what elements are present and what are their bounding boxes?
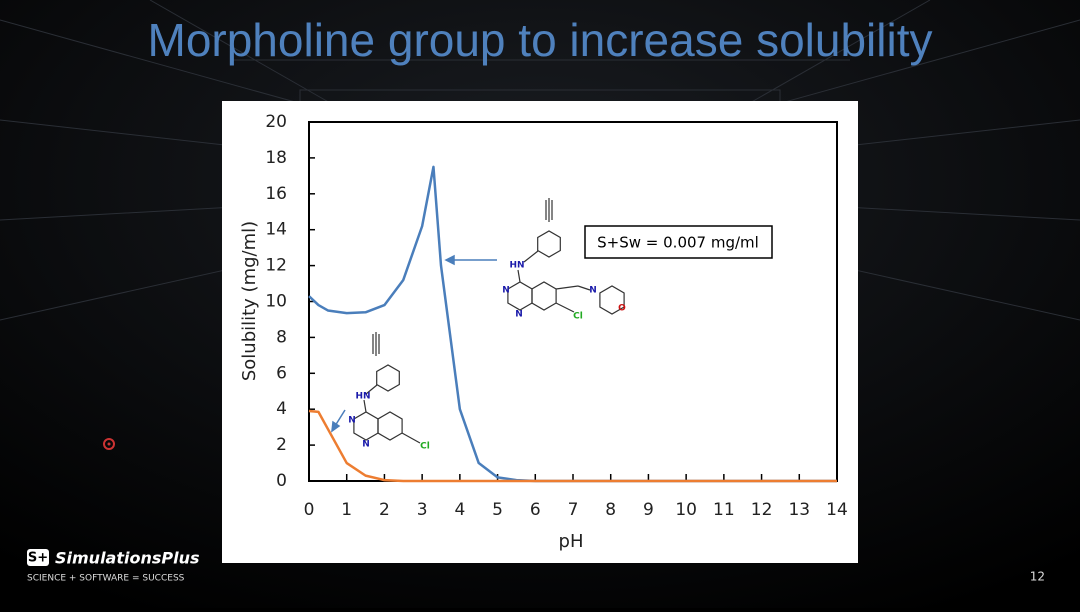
bond <box>523 250 539 263</box>
ring <box>376 364 400 392</box>
x-tick-label: 9 <box>643 500 654 520</box>
x-tick-label: 11 <box>713 500 735 520</box>
atom-label: N <box>362 440 370 450</box>
atom-label: N <box>515 310 523 320</box>
atom-label: N <box>502 286 510 296</box>
x-tick-label: 3 <box>417 500 428 520</box>
ring <box>377 411 403 441</box>
y-tick-label: 6 <box>276 363 287 383</box>
ring <box>537 230 561 258</box>
page-number: 12 <box>1030 570 1045 584</box>
y-tick-label: 0 <box>276 471 287 491</box>
annotation: S+Sw = 0.007 mg/ml <box>597 234 759 252</box>
bond <box>555 302 575 313</box>
y-tick-label: 20 <box>265 112 287 132</box>
pointer-dot <box>107 442 111 446</box>
y-tick-label: 8 <box>276 327 287 347</box>
ring <box>599 285 625 315</box>
x-tick-label: 7 <box>568 500 579 520</box>
atom-label: HN <box>509 261 524 271</box>
logo: SimulationsPlus <box>55 549 200 568</box>
bond <box>363 399 367 413</box>
series-line <box>308 409 837 483</box>
bond <box>555 285 579 290</box>
atom-label: Cl <box>420 442 430 452</box>
x-tick-label: 4 <box>454 500 465 520</box>
atom-label: HN <box>355 392 370 402</box>
tagline: SCIENCE + SOFTWARE = SUCCESS <box>27 574 185 584</box>
chart-panel <box>222 101 858 563</box>
atom-label: N <box>348 416 356 426</box>
x-tick-label: 12 <box>751 500 773 520</box>
y-tick-label: 10 <box>265 292 287 312</box>
x-tick-label: 2 <box>379 500 390 520</box>
y-tick-label: 18 <box>265 148 287 168</box>
y-tick-label: 16 <box>265 184 287 204</box>
atom-label: N <box>589 286 597 296</box>
x-axis-label: pH <box>559 531 584 552</box>
logo-mark <box>27 549 49 566</box>
y-tick-label: 14 <box>265 220 287 240</box>
y-tick-label: 4 <box>276 399 287 419</box>
slide-title: Morpholine group to increase solubility <box>148 14 933 66</box>
bond <box>401 432 421 444</box>
x-tick-label: 13 <box>788 500 810 520</box>
bond <box>365 384 378 395</box>
arrows <box>331 254 497 433</box>
x-tick-label: 6 <box>530 500 541 520</box>
atom-label: O <box>618 304 626 314</box>
pointer <box>103 438 115 450</box>
x-tick-label: 14 <box>826 500 848 520</box>
annotation-box <box>584 225 773 259</box>
x-tick-label: 8 <box>605 500 616 520</box>
x-tick-label: 1 <box>341 500 352 520</box>
logo-mark-text: S+ <box>28 551 48 566</box>
atom-label: Cl <box>573 312 583 322</box>
x-tick-label: 5 <box>492 500 503 520</box>
bond <box>577 285 591 291</box>
y-axis-label: Solubility (mg/ml) <box>239 221 260 381</box>
x-tick-label: 0 <box>304 500 315 520</box>
y-tick-label: 2 <box>276 435 287 455</box>
bond <box>517 269 521 283</box>
x-tick-label: 10 <box>675 500 697 520</box>
y-tick-label: 12 <box>265 256 287 276</box>
